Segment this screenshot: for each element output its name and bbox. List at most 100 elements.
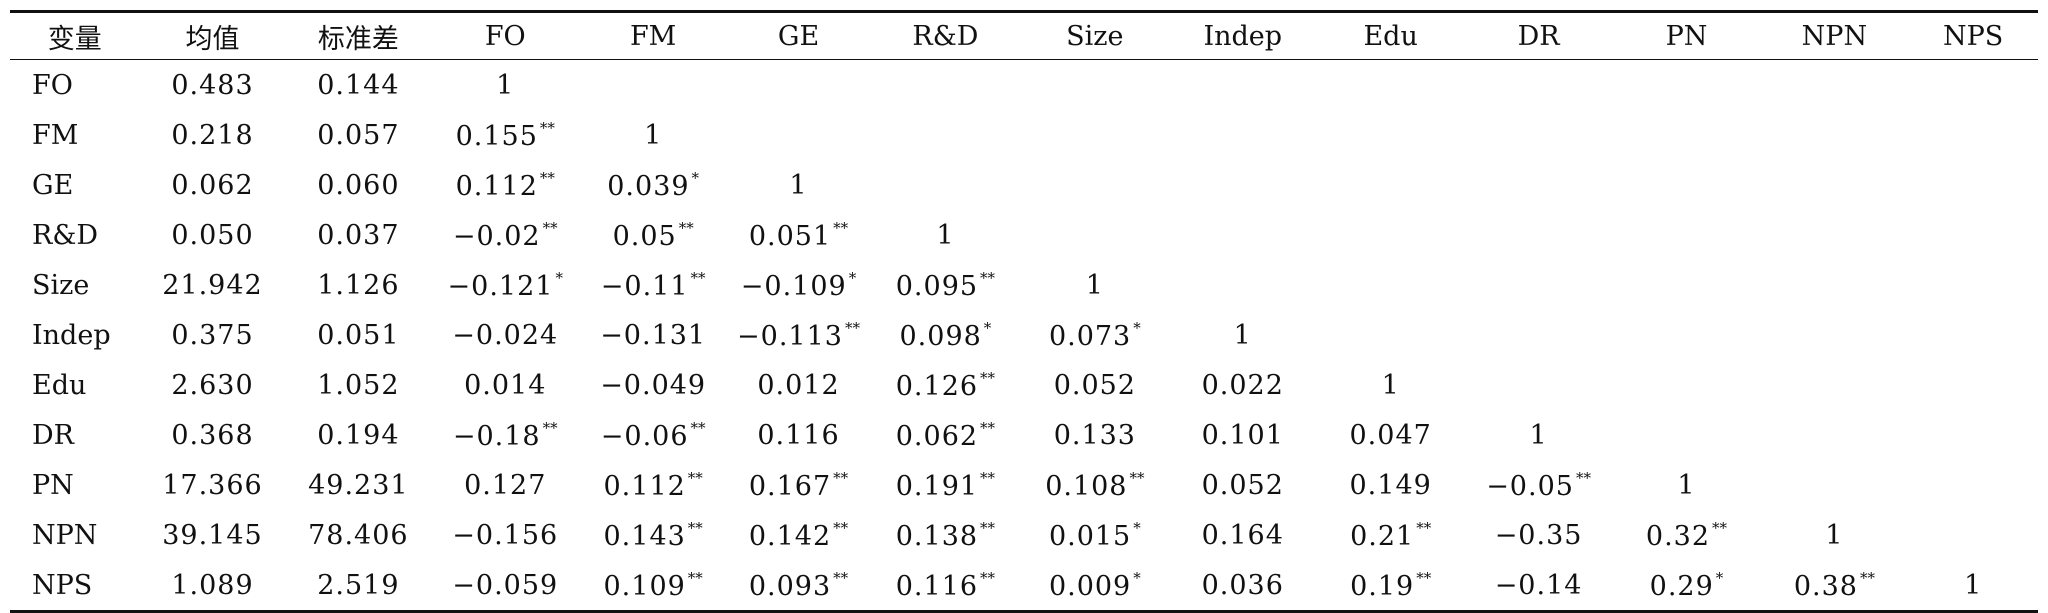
cell-value: 0.127 <box>464 469 547 501</box>
significance-marker: ** <box>539 168 555 187</box>
table-row: R&D 0.050 0.037 −0.02 ** 0.05 ** 0.051 ** 1 <box>10 210 2038 260</box>
cell-value: 1 <box>1964 569 1983 601</box>
table-cell <box>1465 110 1613 160</box>
table-cell: −0.14 <box>1465 560 1613 612</box>
cell-value: −0.121 <box>447 270 554 302</box>
table-cell: 0.047 <box>1317 410 1465 460</box>
cell-value: 1.126 <box>317 269 400 301</box>
table-cell: 0.052 <box>1169 460 1317 510</box>
cell-value: −0.109 <box>740 270 847 302</box>
table-cell: 0.127 <box>431 460 579 510</box>
cell-value: 0.095 <box>895 270 979 302</box>
cell-value: 0.047 <box>1349 419 1432 451</box>
table-cell <box>1908 310 2038 360</box>
cell-value: 0.05 <box>612 220 677 252</box>
significance-marker: ** <box>678 218 694 237</box>
table-cell <box>1465 260 1613 310</box>
table-cell <box>1021 60 1169 111</box>
column-header: Edu <box>1363 20 1418 52</box>
table-cell: 1 <box>1169 310 1317 360</box>
table-cell: 0.050 <box>140 210 286 260</box>
cell-value: 0.143 <box>603 520 686 552</box>
significance-marker: ** <box>833 568 849 587</box>
significance-marker: ** <box>980 568 996 587</box>
cell-value: 0.191 <box>895 470 979 502</box>
table-row: Edu 2.630 1.052 0.014 −0.049 0.012 0.126 ** 0.05… <box>10 360 2038 410</box>
table-cell: 39.145 <box>140 510 286 560</box>
significance-marker: ** <box>539 118 555 137</box>
table-cell: 2.519 <box>285 560 431 612</box>
significance-marker: ** <box>687 568 703 587</box>
table-cell <box>1908 410 2038 460</box>
column-header: FM <box>629 20 677 52</box>
table-cell <box>1317 110 1465 160</box>
table-cell: 1 <box>1613 460 1761 510</box>
table-cell: 0.38 ** <box>1760 560 1908 612</box>
cell-value: 0.38 <box>1793 570 1858 602</box>
significance-marker: ** <box>1712 518 1728 537</box>
table-cell: 0.098 * <box>870 310 1021 360</box>
significance-marker: ** <box>980 468 996 487</box>
table-cell: 1 <box>1760 510 1908 560</box>
cell-value: 0.039 <box>607 170 690 202</box>
table-cell: 21.942 <box>140 260 286 310</box>
cell-value: 0.19 <box>1350 570 1415 602</box>
cell-value: 1.089 <box>171 569 254 601</box>
table-row: NPN 39.145 78.406 −0.156 0.143 ** 0.142 ** 0.138… <box>10 510 2038 560</box>
significance-marker: ** <box>1416 518 1432 537</box>
correlation-table: 变量 均值 标准差 FO FM GE R&D Size Indep Edu DR PN NPN NPS F… <box>10 10 2038 613</box>
table-cell <box>1613 410 1761 460</box>
correlation-table-container: 变量 均值 标准差 FO FM GE R&D Size Indep Edu DR PN NPN NPS F… <box>10 10 2038 613</box>
column-header: GE <box>777 20 820 52</box>
cell-value: 21.942 <box>162 269 263 301</box>
table-cell <box>1908 260 2038 310</box>
significance-marker: * <box>848 268 857 287</box>
table-cell <box>1169 260 1317 310</box>
cell-value: 0.116 <box>757 419 840 451</box>
column-header: 均值 <box>185 23 240 55</box>
table-cell: 0.483 <box>140 60 286 111</box>
table-cell: 1.089 <box>140 560 286 612</box>
table-cell: 0.164 <box>1169 510 1317 560</box>
table-cell: −0.02 ** <box>431 210 579 260</box>
table-cell <box>1613 260 1761 310</box>
cell-value: 0.022 <box>1201 369 1284 401</box>
column-header: NPS <box>1943 20 2004 52</box>
table-cell: 1.126 <box>285 260 431 310</box>
table-cell: 0.112 ** <box>431 160 579 210</box>
cell-value: 0.112 <box>455 170 538 202</box>
cell-value: 1 <box>1825 519 1844 551</box>
cell-value: 0.155 <box>455 120 538 152</box>
table-cell: −0.059 <box>431 560 579 612</box>
significance-marker: ** <box>980 268 996 287</box>
cell-value: 0.368 <box>171 419 254 451</box>
cell-value: 0.21 <box>1350 520 1415 552</box>
table-cell: 0.194 <box>285 410 431 460</box>
table-cell <box>727 60 870 111</box>
table-cell: 2.630 <box>140 360 286 410</box>
table-cell: 1 <box>1317 360 1465 410</box>
significance-marker: * <box>691 168 700 187</box>
cell-value: 0.108 <box>1045 470 1128 502</box>
table-cell: 0.149 <box>1317 460 1465 510</box>
table-cell: 0.155 ** <box>431 110 579 160</box>
cell-value: 1 <box>1085 269 1104 301</box>
row-variable-name: NPN <box>32 519 98 551</box>
table-cell: 0.051 <box>285 310 431 360</box>
table-cell: −0.18 ** <box>431 410 579 460</box>
table-cell <box>1169 210 1317 260</box>
table-cell: 0.375 <box>140 310 286 360</box>
cell-value: 0.037 <box>317 219 400 251</box>
table-cell <box>1169 110 1317 160</box>
table-cell <box>1021 110 1169 160</box>
table-cell <box>1908 210 2038 260</box>
table-cell: −0.11 ** <box>579 260 727 310</box>
significance-marker: ** <box>980 518 996 537</box>
cell-value: −0.049 <box>600 369 707 401</box>
table-cell: −0.113 ** <box>727 310 870 360</box>
cell-value: 0.051 <box>317 319 400 351</box>
significance-marker: ** <box>542 218 558 237</box>
significance-marker: * <box>1715 568 1724 587</box>
table-cell: 0.21 ** <box>1317 510 1465 560</box>
table-cell <box>1317 210 1465 260</box>
